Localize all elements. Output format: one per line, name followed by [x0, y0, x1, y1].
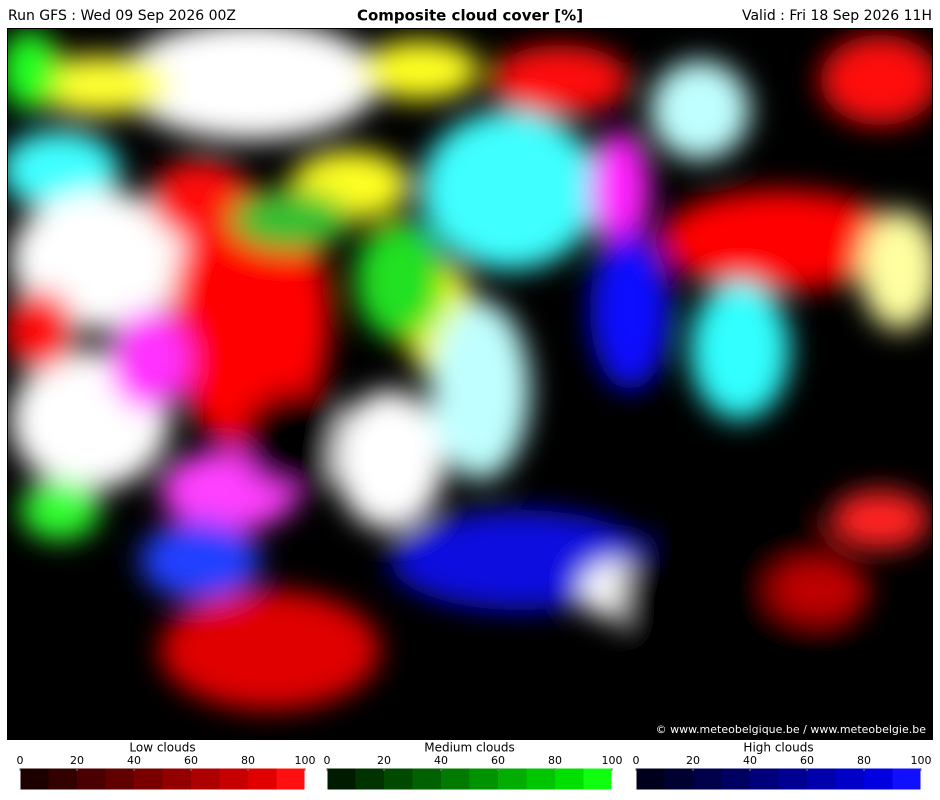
color-swatch	[750, 768, 779, 790]
color-swatch	[20, 768, 49, 790]
legend-tick-label: 40	[434, 754, 448, 767]
legend-tick-label: 60	[800, 754, 814, 767]
legend-title: Medium clouds	[424, 741, 515, 755]
color-swatch	[355, 768, 385, 790]
color-swatch	[469, 768, 499, 790]
legend-tick-label: 80	[857, 754, 871, 767]
color-swatch	[105, 768, 135, 790]
color-swatch	[526, 768, 556, 790]
valid-label: Valid : Fri 18 Sep 2026 11H	[742, 8, 932, 24]
legend-tick-label: 0	[324, 754, 331, 767]
color-swatch	[583, 768, 613, 790]
color-swatch	[191, 768, 220, 790]
map-title: Composite cloud cover [%]	[357, 7, 583, 25]
color-swatch	[778, 768, 808, 790]
color-swatch	[441, 768, 470, 790]
legend-tick-label: 40	[743, 754, 757, 767]
color-swatch	[498, 768, 527, 790]
color-swatch	[721, 768, 751, 790]
color-swatch	[835, 768, 865, 790]
copyright: © www.meteobelgique.be / www.meteobelgie…	[656, 723, 927, 736]
legend-title: High clouds	[743, 741, 813, 755]
color-swatch	[555, 768, 584, 790]
color-swatch	[693, 768, 722, 790]
color-swatch	[48, 768, 78, 790]
color-swatch	[664, 768, 694, 790]
color-swatch	[636, 768, 665, 790]
colorbar-frame	[635, 767, 922, 791]
legend-tick-label: 60	[184, 754, 198, 767]
color-swatch	[248, 768, 277, 790]
color-swatch	[219, 768, 249, 790]
color-swatch	[276, 768, 306, 790]
color-swatch	[864, 768, 893, 790]
color-swatch	[162, 768, 192, 790]
legend-tick-label: 20	[686, 754, 700, 767]
color-swatch	[134, 768, 163, 790]
color-swatch	[77, 768, 106, 790]
cloud-map	[7, 28, 933, 740]
colorbar-frame	[326, 767, 613, 791]
legend-tick-label: 60	[491, 754, 505, 767]
legend-tick-label: 0	[17, 754, 24, 767]
legends: Low clouds 0 20 40 60 80 100 Medium clouds 0 20 40…	[17, 741, 932, 791]
color-swatch	[412, 768, 442, 790]
legend-tick-label: 20	[377, 754, 391, 767]
legend-tick-label: 0	[633, 754, 640, 767]
legend-tick-label: 100	[602, 754, 623, 767]
legend-tick-label: 100	[911, 754, 932, 767]
colorbar-frame	[19, 767, 306, 791]
run-label: Run GFS : Wed 09 Sep 2026 00Z	[8, 8, 236, 24]
color-swatch	[892, 768, 922, 790]
color-swatch	[807, 768, 836, 790]
legend-title: Low clouds	[129, 741, 195, 755]
legend-tick-label: 100	[295, 754, 316, 767]
color-swatch	[327, 768, 356, 790]
legend-tick-label: 20	[70, 754, 84, 767]
legend-tick-label: 40	[127, 754, 141, 767]
legend-tick-label: 80	[241, 754, 255, 767]
legend-tick-label: 80	[548, 754, 562, 767]
color-swatch	[384, 768, 413, 790]
